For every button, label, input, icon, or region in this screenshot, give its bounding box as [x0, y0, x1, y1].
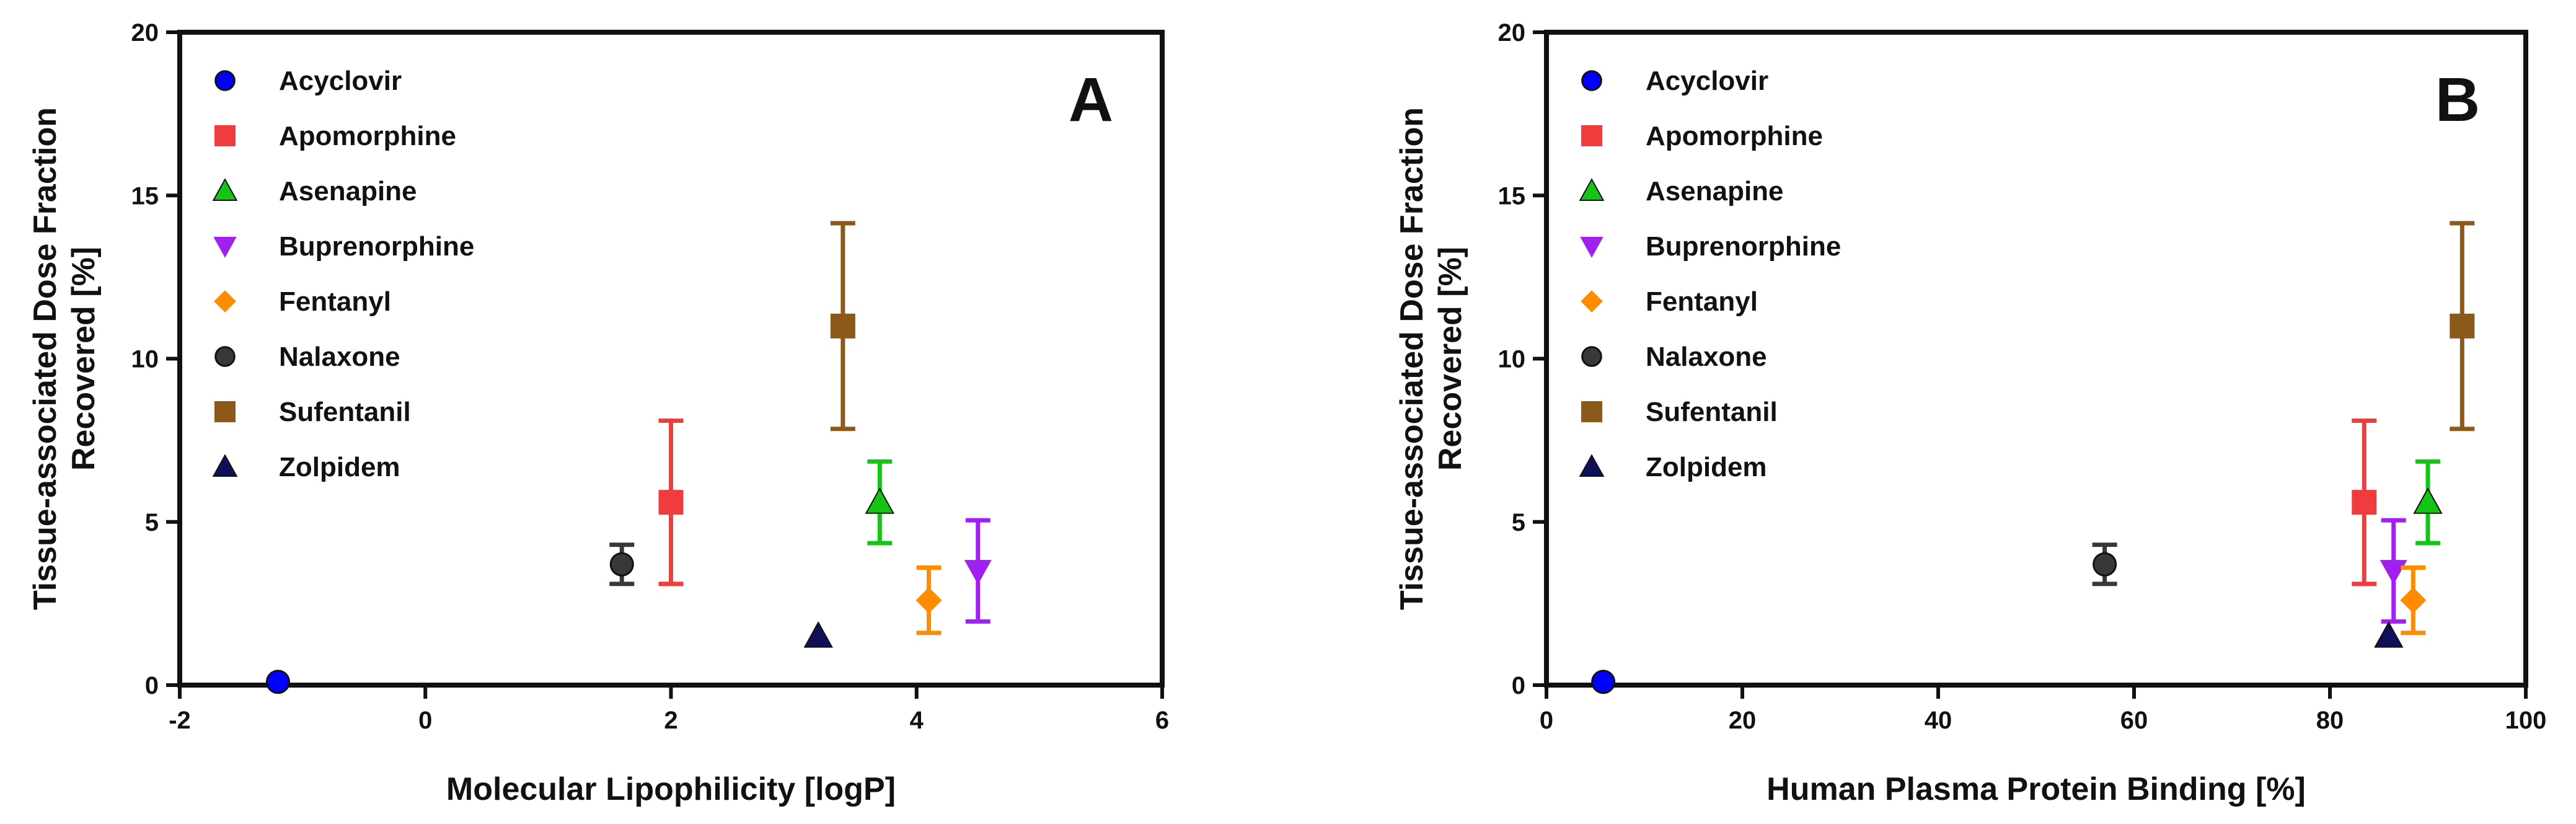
legend-marker-fentanyl [214, 290, 236, 312]
y-tick-label: 5 [145, 509, 159, 536]
legend-label-nalaxone: Nalaxone [279, 342, 400, 372]
legend: Acyclovir Apomorphine Asenapine Buprenorphi… [212, 66, 474, 482]
panel-a: -2 0 2 4 6 0 5 10 15 20 Molecular Lipophilicity [l… [27, 19, 1169, 807]
legend-label-apomorphine: Apomorphine [1646, 121, 1823, 151]
x-tick-label: 60 [2120, 707, 2148, 734]
legend-marker-acyclovir [1581, 70, 1602, 91]
legend-label-fentanyl: Fentanyl [279, 286, 391, 317]
data-point-buprenorphine [2380, 560, 2407, 585]
y-axis-label-line: Recovered [%] [66, 247, 102, 471]
legend-marker-nalaxone [214, 346, 236, 367]
x-tick-label: 80 [2316, 707, 2344, 734]
x-tick-label: -2 [169, 707, 191, 734]
legend-label-sufentanil: Sufentanil [279, 397, 411, 427]
legend-label-buprenorphine: Buprenorphine [1646, 231, 1841, 262]
data-point-sufentanil [2450, 313, 2475, 339]
x-tick-label: 6 [1155, 707, 1169, 734]
data-point-zolpidem [2374, 621, 2404, 648]
y-tick-label: 0 [145, 672, 159, 699]
data-point-asenapine [865, 487, 895, 514]
legend-label-acyclovir: Acyclovir [279, 66, 402, 96]
legend-marker-zolpidem [212, 454, 238, 477]
legend-label-fentanyl: Fentanyl [1646, 286, 1758, 317]
y-axis-label-line: Tissue-associated Dose Fraction [1394, 107, 1430, 610]
x-tick-label: 2 [664, 707, 677, 734]
data-point-buprenorphine [964, 560, 992, 585]
data-point-acyclovir [1591, 670, 1616, 694]
data-point-fentanyl [2400, 587, 2427, 614]
y-tick-label: 5 [1512, 509, 1525, 536]
y-tick-label: 15 [131, 182, 159, 210]
legend-marker-apomorphine [214, 125, 236, 146]
legend-label-asenapine: Asenapine [1646, 176, 1784, 206]
x-tick-label: 100 [2505, 707, 2547, 734]
data-point-asenapine [2413, 487, 2443, 514]
data-point-sufentanil [830, 313, 855, 339]
legend-label-zolpidem: Zolpidem [279, 452, 400, 482]
data-point-nalaxone [609, 552, 634, 577]
data-point-nalaxone [2093, 552, 2117, 577]
legend-marker-apomorphine [1581, 125, 1602, 146]
legend-label-apomorphine: Apomorphine [279, 121, 456, 151]
panel-letter: A [1069, 65, 1113, 135]
y-axis-label: Tissue-associated Dose Fraction Recovered… [1394, 107, 1468, 610]
y-tick-label: 10 [131, 346, 159, 373]
y-tick-label: 10 [1498, 346, 1526, 373]
data-point-apomorphine [658, 490, 684, 515]
legend-marker-fentanyl [1581, 290, 1603, 312]
legend-marker-nalaxone [1581, 346, 1602, 367]
data-point-fentanyl [915, 587, 942, 614]
legend-label-nalaxone: Nalaxone [1646, 342, 1767, 372]
legend-marker-asenapine [1579, 178, 1605, 201]
y-tick-label: 0 [1512, 672, 1525, 699]
data-point-apomorphine [2352, 490, 2377, 515]
x-tick-label: 40 [1925, 707, 1952, 734]
legend-label-buprenorphine: Buprenorphine [279, 231, 474, 262]
x-axis-label: Human Plasma Protein Binding [%] [1767, 771, 2306, 807]
x-axis-label: Molecular Lipophilicity [logP] [446, 771, 896, 807]
panel-b: 0 20 40 60 80 100 0 5 10 15 20 Human Plasma Protein… [1394, 19, 2546, 807]
y-axis-label: Tissue-associated Dose Fraction Recovered… [27, 107, 102, 610]
legend-label-asenapine: Asenapine [279, 176, 417, 206]
legend-marker-asenapine [212, 178, 238, 201]
y-tick-label: 20 [131, 19, 159, 47]
y-tick-label: 20 [1498, 19, 1526, 47]
legend-label-zolpidem: Zolpidem [1646, 452, 1767, 482]
legend-marker-buprenorphine [213, 237, 237, 258]
legend-label-sufentanil: Sufentanil [1646, 397, 1778, 427]
data-point-zolpidem [803, 621, 833, 648]
x-tick-label: 0 [418, 707, 432, 734]
x-tick-label: 20 [1729, 707, 1757, 734]
legend-marker-acyclovir [214, 70, 236, 91]
y-tick-label: 15 [1498, 182, 1526, 210]
legend-marker-buprenorphine [1580, 237, 1603, 258]
legend-marker-sufentanil [214, 401, 236, 422]
legend-marker-sufentanil [1581, 401, 1602, 422]
y-axis-label-line: Recovered [%] [1432, 247, 1468, 471]
legend: Acyclovir Apomorphine Asenapine Buprenorphi… [1579, 66, 1841, 482]
legend-label-acyclovir: Acyclovir [1646, 66, 1768, 96]
data-point-acyclovir [266, 670, 290, 694]
y-axis-label-line: Tissue-associated Dose Fraction [27, 107, 63, 610]
x-tick-label: 0 [1540, 707, 1553, 734]
legend-marker-zolpidem [1579, 454, 1605, 477]
x-tick-label: 4 [910, 707, 924, 734]
panel-letter: B [2435, 65, 2480, 135]
